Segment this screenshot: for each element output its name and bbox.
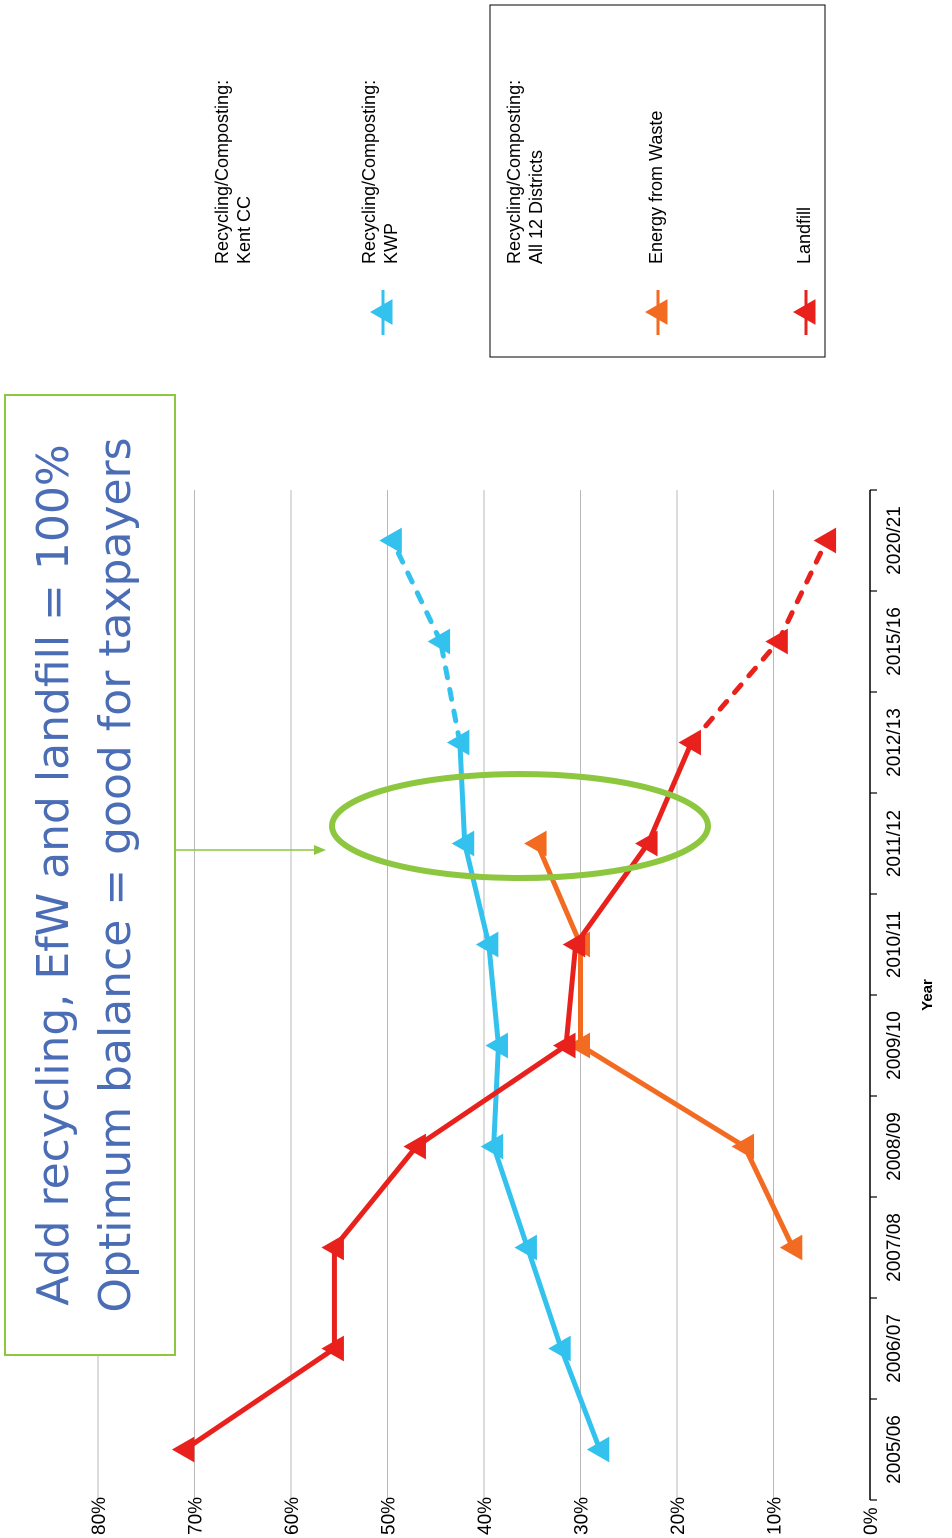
- series-segment: [457, 740, 468, 846]
- legend-label-line: Recycling/Composting:: [504, 80, 524, 264]
- category-tick-label: 2012/13: [884, 708, 905, 777]
- data-point: [480, 1133, 504, 1160]
- series-segment: [578, 1043, 748, 1149]
- legend-label-line: Recycling/Composting:: [212, 80, 232, 264]
- value-tick-label: 20%: [668, 1497, 689, 1535]
- chart-series: [171, 527, 837, 1463]
- value-tick-label: 70%: [186, 1497, 207, 1535]
- legend-label-2: Recycling/Composting: All 12 Districts: [504, 80, 546, 264]
- category-tick-label: 2006/07: [884, 1314, 905, 1383]
- data-point: [475, 931, 499, 958]
- data-point: [403, 1133, 426, 1160]
- value-tick-label: 0%: [861, 1507, 882, 1535]
- category-tick-label: 2015/16: [884, 607, 905, 676]
- series-segment: [534, 841, 583, 947]
- legend-label-line: Energy from Waste: [646, 111, 666, 264]
- value-tick-label: 80%: [89, 1497, 110, 1535]
- legend-marker: [369, 299, 393, 325]
- data-point: [524, 830, 547, 857]
- data-point: [485, 1032, 508, 1059]
- series-segment: [389, 538, 444, 644]
- value-tick-label: 50%: [379, 1497, 400, 1535]
- series-segment: [462, 841, 492, 947]
- series-segment: [491, 1144, 530, 1250]
- data-point: [765, 628, 788, 655]
- highlight-ellipse: [329, 771, 711, 881]
- value-tick-label: 30%: [572, 1497, 593, 1535]
- legend: Recycling/Composting: Kent CC Recycling/Co…: [212, 4, 826, 358]
- data-point: [548, 1335, 571, 1362]
- data-point: [321, 1234, 344, 1261]
- data-point: [514, 1234, 537, 1261]
- series-segment: [775, 538, 830, 644]
- annotation: Add recycling, EfW and landfill = 100% Op…: [4, 394, 711, 1356]
- annotation-box: [4, 394, 176, 1356]
- series-segment: [438, 639, 463, 745]
- category-tick-label: 2005/06: [884, 1415, 905, 1484]
- legend-marker: [792, 299, 816, 325]
- legend-label-3: Energy from Waste: [646, 111, 666, 264]
- data-point: [446, 729, 470, 756]
- data-point: [562, 931, 586, 958]
- legend-label-1: Recycling/Composting: KWP: [359, 80, 401, 264]
- series-segment: [182, 1346, 337, 1452]
- series-segment: [573, 841, 651, 947]
- series-segment: [558, 1346, 603, 1452]
- annotation-arrow-head: [314, 845, 326, 855]
- category-tick-label: 2007/08: [884, 1213, 905, 1282]
- chart-axes: 0% 10% 20% 30% 40% 50% 60% 70% 80% 2005/06 2006/07…: [89, 489, 936, 1535]
- category-tick-label: 2010/11: [884, 911, 905, 978]
- data-point: [813, 527, 837, 554]
- legend-label-line: Landfill: [794, 207, 814, 264]
- category-axis-title: Year: [919, 979, 936, 1011]
- data-point: [427, 628, 451, 655]
- annotation-line-2: Optimum balance = good for taxpayers: [90, 437, 141, 1312]
- data-point: [779, 1234, 803, 1261]
- series-segment: [688, 639, 781, 745]
- series-4: [171, 527, 837, 1463]
- annotation-line-1: Add recycling, EfW and landfill = 100%: [28, 444, 79, 1305]
- category-tick-label: 2020/21: [884, 506, 905, 575]
- data-point: [553, 1032, 576, 1059]
- data-point: [635, 830, 658, 857]
- value-tick-label: 10%: [765, 1497, 786, 1535]
- category-tick-label: 2009/10: [884, 1011, 905, 1080]
- legend-label-line: KWP: [381, 223, 401, 264]
- value-tick-label: 40%: [475, 1497, 496, 1535]
- series-segment: [524, 1245, 564, 1351]
- value-tick-label: 60%: [282, 1497, 303, 1535]
- data-point: [567, 1032, 590, 1059]
- data-point: [379, 527, 402, 554]
- series-segment: [486, 942, 501, 1048]
- data-point: [321, 1335, 344, 1362]
- legend-label-line: Kent CC: [234, 196, 254, 264]
- legend-label-0: Recycling/Composting: Kent CC: [212, 80, 254, 264]
- category-tick-label: 2008/09: [884, 1112, 905, 1181]
- legend-label-4: Landfill: [794, 207, 814, 264]
- series-segment: [563, 942, 579, 1048]
- legend-label-line: Recycling/Composting:: [359, 80, 379, 264]
- legend-marker: [644, 299, 668, 325]
- data-point: [731, 1133, 755, 1160]
- series-segment: [331, 1144, 419, 1250]
- series-segment: [413, 1043, 569, 1149]
- series-1: [379, 527, 610, 1463]
- legend-label-line: All 12 Districts: [526, 150, 546, 264]
- category-tick-label: 2011/12: [884, 810, 905, 877]
- data-point: [171, 1436, 195, 1463]
- series-segment: [491, 1043, 501, 1149]
- data-point: [586, 1436, 610, 1463]
- data-point: [451, 830, 475, 857]
- data-point: [678, 729, 701, 756]
- series-segment: [742, 1144, 796, 1250]
